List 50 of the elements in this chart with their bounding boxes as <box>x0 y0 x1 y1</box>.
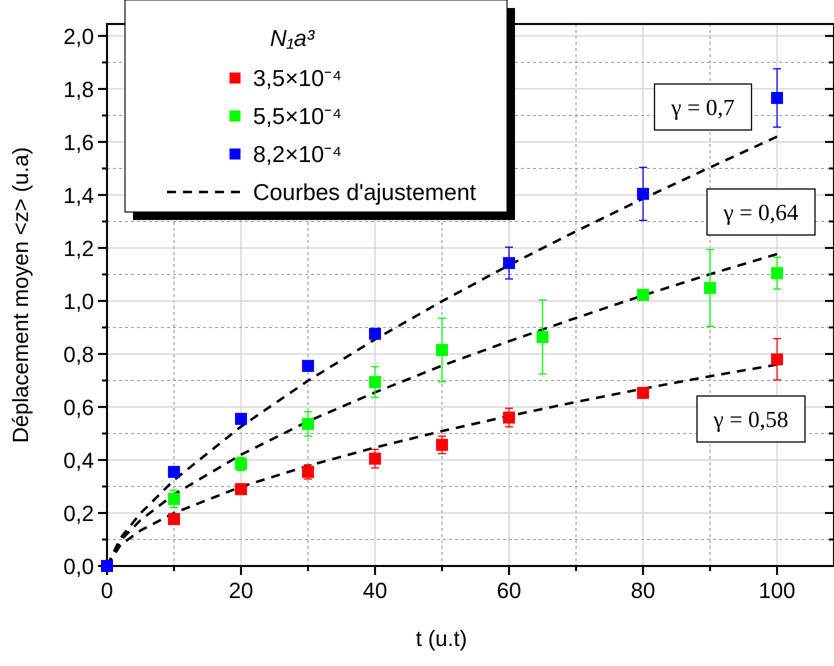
y-tick-label: 1,2 <box>63 236 94 261</box>
x-axis-title: t (u.t) <box>416 626 468 651</box>
legend-label: Courbes d'ajustement <box>253 179 477 205</box>
point <box>369 376 382 388</box>
x-tick-label: 0 <box>100 578 114 603</box>
point <box>235 412 248 425</box>
point <box>168 492 180 505</box>
y-tick-label: 1,0 <box>63 288 94 314</box>
point <box>235 483 248 496</box>
point <box>369 328 382 340</box>
point <box>369 452 382 465</box>
y-tick-label: 0,2 <box>63 500 94 526</box>
annotation: γ = 0,58 <box>712 407 788 432</box>
point <box>637 386 650 399</box>
y-tick-label: 0,8 <box>63 342 94 367</box>
legend-label: 5,5×10⁻⁴ <box>253 103 342 129</box>
annotation: γ = 0,7 <box>670 95 735 120</box>
point <box>436 438 448 451</box>
x-tick-label: 20 <box>228 578 254 603</box>
point <box>536 331 549 344</box>
y-tick-label: 0,6 <box>63 394 94 420</box>
x-tick-label: 100 <box>758 578 796 603</box>
point <box>302 418 314 430</box>
point <box>436 344 448 356</box>
point <box>101 560 113 572</box>
legend-label: 3,5×10⁻⁴ <box>253 65 342 91</box>
x-tick-label: 40 <box>362 578 388 603</box>
annotation: γ = 0,64 <box>722 200 799 225</box>
y-tick-label: 1,4 <box>63 182 94 208</box>
point <box>771 267 784 280</box>
legend-title: N₁a³ <box>270 25 316 51</box>
point <box>503 412 516 424</box>
y-tick-label: 2,0 <box>63 24 94 49</box>
y-axis-title: Déplacement moyen <z> (u.a) <box>8 147 33 443</box>
point <box>168 466 180 478</box>
x-tick-label: 80 <box>630 578 656 603</box>
y-tick-label: 1,8 <box>63 76 94 102</box>
point <box>771 92 784 104</box>
legend-label: 8,2×10⁻⁴ <box>253 141 342 167</box>
point <box>302 360 314 372</box>
point <box>637 288 650 301</box>
point <box>704 282 716 294</box>
y-tick-label: 0,0 <box>63 554 94 579</box>
point <box>771 353 784 366</box>
point <box>503 257 516 270</box>
x-tick-label: 60 <box>496 578 522 603</box>
y-tick-label: 1,6 <box>63 130 94 155</box>
point <box>168 513 180 526</box>
point <box>637 188 650 200</box>
y-tick-label: 0,4 <box>63 448 94 473</box>
